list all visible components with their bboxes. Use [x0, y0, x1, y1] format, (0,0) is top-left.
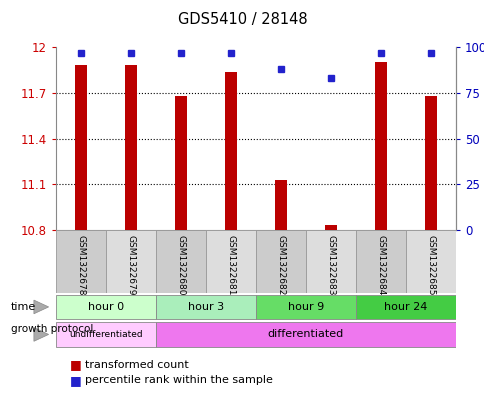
Text: transformed count: transformed count — [85, 360, 188, 370]
Text: GSM1322678: GSM1322678 — [76, 235, 85, 296]
Bar — [56, 295, 155, 319]
Text: GDS5410 / 28148: GDS5410 / 28148 — [177, 12, 307, 27]
Bar — [324, 225, 336, 230]
Text: GSM1322680: GSM1322680 — [176, 235, 185, 296]
Bar — [405, 230, 455, 293]
Text: differentiated: differentiated — [267, 329, 343, 340]
Text: undifferentiated: undifferentiated — [69, 330, 142, 339]
Bar — [155, 322, 455, 347]
Bar — [124, 65, 137, 230]
Text: GSM1322683: GSM1322683 — [326, 235, 334, 296]
Text: GSM1322685: GSM1322685 — [425, 235, 435, 296]
Bar — [256, 295, 355, 319]
Bar — [374, 62, 386, 230]
Text: time: time — [11, 302, 36, 312]
Text: GSM1322679: GSM1322679 — [126, 235, 135, 296]
Bar — [355, 230, 405, 293]
Bar — [106, 230, 155, 293]
Bar — [56, 322, 155, 347]
Bar — [205, 230, 256, 293]
Text: hour 3: hour 3 — [187, 302, 224, 312]
Text: percentile rank within the sample: percentile rank within the sample — [85, 375, 272, 386]
Bar — [274, 180, 287, 230]
Bar — [355, 295, 455, 319]
Text: GSM1322682: GSM1322682 — [276, 235, 285, 295]
Text: hour 24: hour 24 — [383, 302, 427, 312]
Text: GSM1322681: GSM1322681 — [226, 235, 235, 296]
Bar — [155, 230, 205, 293]
Bar — [56, 230, 106, 293]
Text: hour 0: hour 0 — [88, 302, 123, 312]
Bar — [224, 72, 237, 230]
Bar — [75, 65, 87, 230]
Text: GSM1322684: GSM1322684 — [376, 235, 385, 295]
Text: ■: ■ — [70, 358, 82, 371]
Text: hour 9: hour 9 — [287, 302, 323, 312]
Text: ■: ■ — [70, 374, 82, 387]
Bar — [155, 295, 256, 319]
Bar — [174, 96, 187, 230]
Bar — [424, 96, 436, 230]
Bar — [256, 230, 305, 293]
Bar — [305, 230, 355, 293]
Text: growth protocol: growth protocol — [11, 323, 93, 334]
Polygon shape — [34, 300, 48, 314]
Polygon shape — [34, 328, 48, 341]
